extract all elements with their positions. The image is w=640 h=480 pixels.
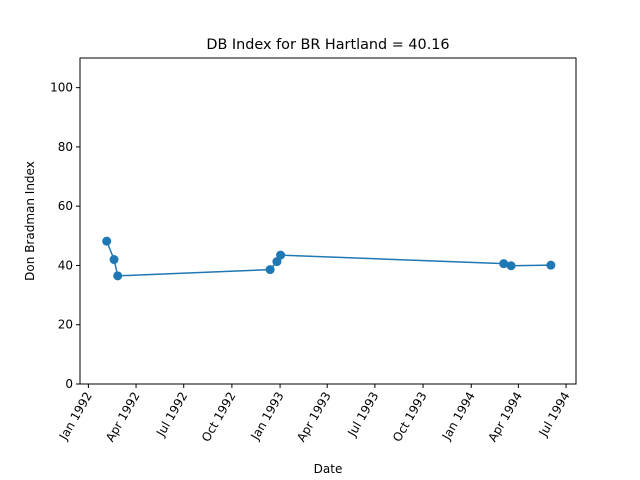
axes-frame (79, 57, 577, 385)
y-tick-label: 20 (58, 318, 73, 332)
plot-area (102, 236, 556, 281)
data-point (546, 260, 556, 270)
y-tick-label: 100 (50, 81, 73, 95)
chart-title: DB Index for BR Hartland = 40.16 (206, 37, 449, 53)
data-point (113, 271, 123, 281)
data-point (102, 236, 112, 246)
data-point (265, 265, 275, 275)
y-axis-ticks: 0 20 40 60 80 100 (50, 81, 80, 391)
data-point (506, 261, 516, 271)
y-tick-label: 60 (58, 199, 73, 213)
data-point (499, 259, 509, 269)
y-tick-label: 0 (65, 377, 73, 391)
y-tick-label: 80 (58, 140, 73, 154)
y-tick-label: 40 (58, 258, 73, 272)
data-point (276, 250, 286, 260)
y-axis-label: Don Bradman Index (23, 161, 37, 281)
x-axis-label: Date (314, 462, 343, 476)
data-point (109, 255, 119, 265)
